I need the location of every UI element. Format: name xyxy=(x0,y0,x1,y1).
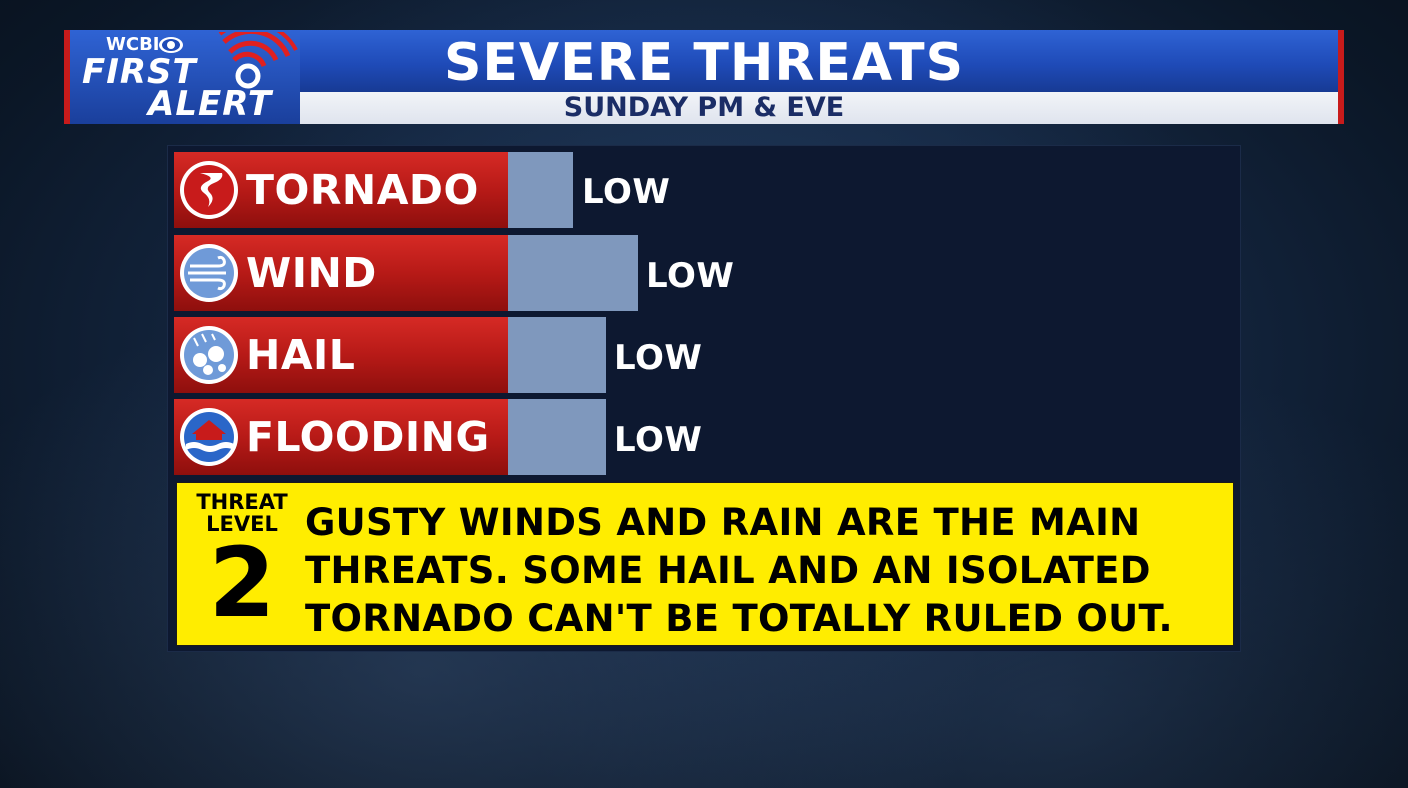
threat-message: GUSTY WINDS AND RAIN ARE THE MAIN THREAT… xyxy=(305,501,1173,640)
cbs-eye-icon xyxy=(159,37,183,53)
threat-level-label-line1: THREAT xyxy=(196,490,288,514)
subtitle-bar xyxy=(300,92,1344,124)
brand-alert: ALERT xyxy=(148,84,273,124)
tornado-icon xyxy=(180,161,238,219)
threat-level-flooding: LOW xyxy=(614,420,703,460)
threat-level-box: THREAT LEVEL 2 GUSTY WINDS AND RAIN ARE … xyxy=(176,482,1234,646)
threat-bar-tornado xyxy=(508,152,573,228)
threat-row-flooding: FLOODING xyxy=(174,399,508,475)
threat-level-wind: LOW xyxy=(646,256,735,296)
radar-icon xyxy=(218,32,298,89)
threat-bar-hail xyxy=(508,317,606,393)
wind-icon xyxy=(180,244,238,302)
threat-level-hail: LOW xyxy=(614,338,703,378)
threat-row-wind: WIND xyxy=(174,235,508,311)
header: SEVERE THREATS SUNDAY PM & EVE WCBI FIRS… xyxy=(64,30,1344,124)
threat-label: TORNADO xyxy=(246,166,479,214)
threat-label: FLOODING xyxy=(246,413,490,461)
flood-icon xyxy=(180,408,238,466)
hail-icon xyxy=(180,326,238,384)
threat-level-number: 2 xyxy=(208,527,276,639)
brand-first: FIRST xyxy=(82,52,197,92)
threat-bar-flooding xyxy=(508,399,606,475)
station-logo: WCBI FIRST ALERT xyxy=(64,30,300,124)
threat-bar-wind xyxy=(508,235,638,311)
threat-label: HAIL xyxy=(246,331,356,379)
threat-row-tornado: TORNADO xyxy=(174,152,508,228)
station-name: WCBI xyxy=(106,34,160,55)
page-subtitle: SUNDAY PM & EVE xyxy=(563,92,845,123)
page-title: SEVERE THREATS xyxy=(443,33,965,93)
threat-row-hail: HAIL xyxy=(174,317,508,393)
threat-label: WIND xyxy=(246,249,377,297)
threat-level-label-line2: LEVEL xyxy=(206,512,278,536)
threat-level-tornado: LOW xyxy=(582,172,671,212)
